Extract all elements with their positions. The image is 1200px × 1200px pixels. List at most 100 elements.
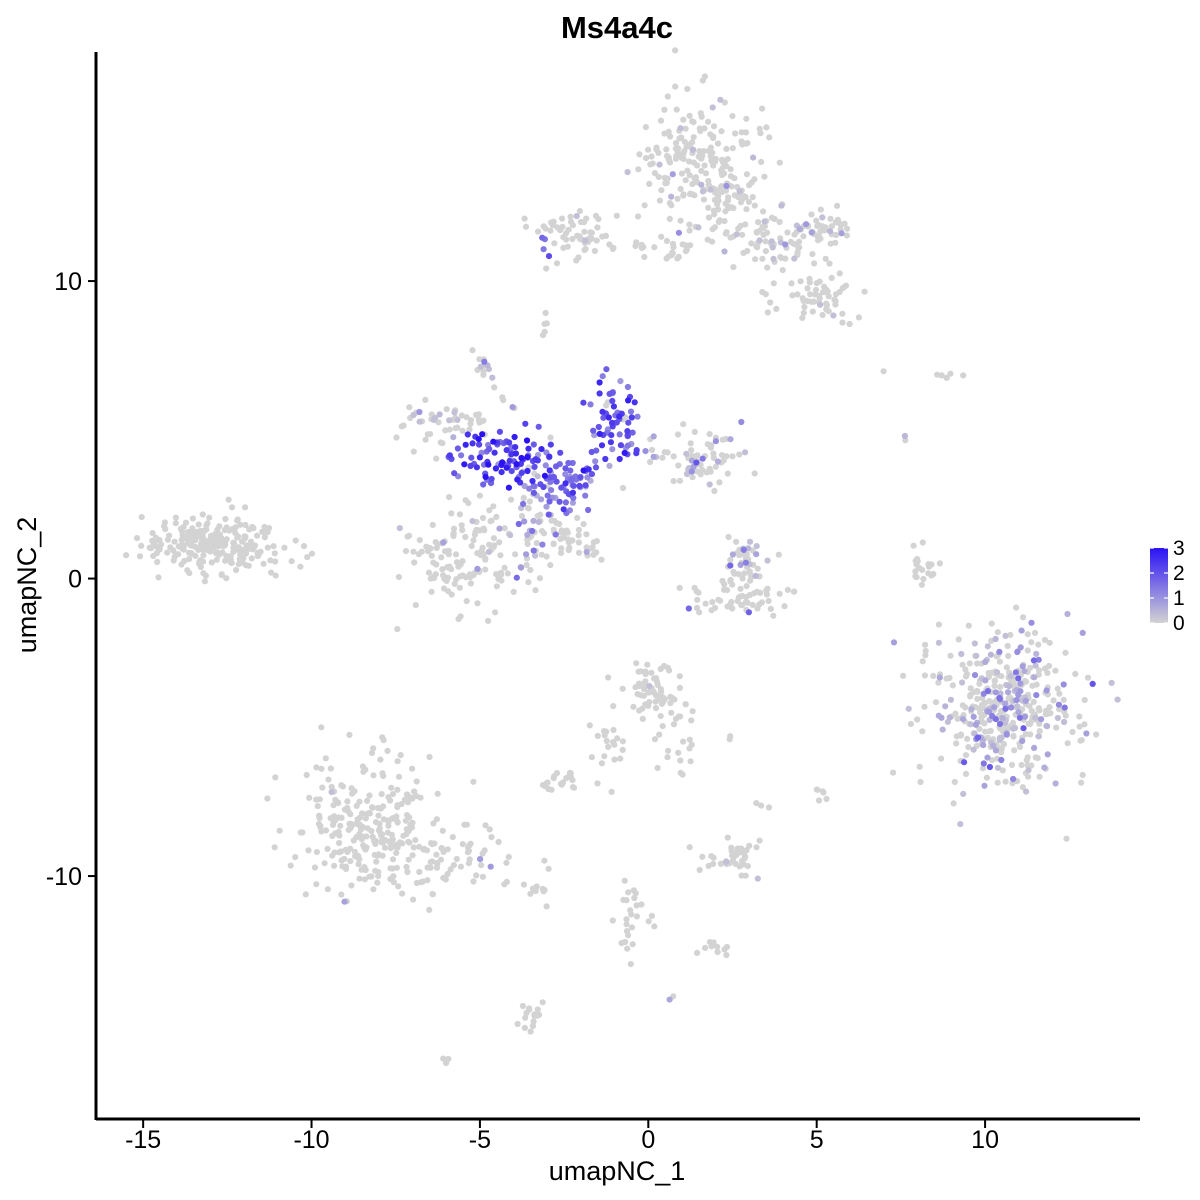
cell-point xyxy=(490,438,497,445)
cell-point xyxy=(999,714,1006,722)
cell-point xyxy=(372,819,380,826)
cell-point xyxy=(576,208,584,215)
cell-point xyxy=(637,692,645,699)
chart-title: Ms4a4c xyxy=(561,10,673,45)
cell-point xyxy=(587,229,594,236)
cell-point xyxy=(459,841,466,848)
cell-point xyxy=(692,174,700,181)
cell-point xyxy=(470,878,477,885)
cell-point xyxy=(709,238,716,245)
cell-point xyxy=(760,208,767,215)
cell-point xyxy=(815,232,822,239)
cell-point xyxy=(808,229,815,236)
cell-point xyxy=(598,556,605,563)
cell-point xyxy=(827,228,834,235)
cell-point xyxy=(596,379,603,386)
cell-point xyxy=(765,804,773,811)
cell-point xyxy=(689,474,696,481)
cell-point xyxy=(698,181,705,188)
cell-point xyxy=(825,308,832,315)
cell-point xyxy=(292,854,299,861)
cell-point xyxy=(764,557,771,564)
cell-point xyxy=(542,462,549,469)
cell-point xyxy=(526,485,533,492)
cell-point xyxy=(595,423,602,431)
cell-point xyxy=(347,858,354,865)
cell-point xyxy=(960,372,967,379)
cell-point xyxy=(949,682,957,689)
cell-point xyxy=(445,564,452,571)
cell-point xyxy=(946,714,953,721)
cell-point xyxy=(1015,675,1022,682)
cell-point xyxy=(493,513,500,521)
cell-point xyxy=(487,863,494,870)
cell-point xyxy=(710,123,718,130)
cell-point xyxy=(739,231,746,238)
cell-point xyxy=(722,187,730,194)
cell-point xyxy=(450,434,457,441)
cell-point xyxy=(370,772,377,779)
cell-point xyxy=(861,288,868,295)
cell-point xyxy=(313,881,320,888)
cell-point xyxy=(316,814,323,822)
cell-point xyxy=(678,170,686,177)
cell-point xyxy=(430,820,437,827)
cell-point xyxy=(438,554,445,561)
cell-point xyxy=(400,832,407,839)
cell-point xyxy=(552,531,559,538)
cell-point xyxy=(727,562,734,569)
cell-point xyxy=(599,373,606,380)
cell-point xyxy=(416,537,423,544)
cell-point xyxy=(750,154,757,161)
cell-point xyxy=(919,539,926,546)
cell-point xyxy=(356,856,363,863)
cell-point xyxy=(590,539,598,546)
cell-point xyxy=(462,533,469,541)
cell-point xyxy=(467,420,474,427)
cell-point xyxy=(619,685,626,692)
cell-point xyxy=(962,673,970,680)
cell-point xyxy=(529,885,537,892)
cell-point xyxy=(380,816,387,823)
cell-point xyxy=(762,248,770,255)
cell-point xyxy=(690,134,697,141)
cell-point xyxy=(431,414,439,422)
cell-point xyxy=(748,179,755,186)
cell-point xyxy=(619,738,627,745)
cell-point xyxy=(146,544,153,551)
cell-point xyxy=(341,855,348,863)
cell-point xyxy=(608,788,615,796)
cell-point xyxy=(1003,731,1010,738)
cell-point xyxy=(588,448,595,456)
cell-point xyxy=(538,446,545,453)
cell-point xyxy=(1021,677,1029,685)
cell-point xyxy=(742,221,749,228)
cell-point xyxy=(345,826,352,834)
cell-point xyxy=(562,471,569,478)
cell-point xyxy=(636,707,643,714)
cell-point xyxy=(648,446,656,454)
cell-point xyxy=(194,533,202,540)
cell-point xyxy=(542,309,549,317)
cell-point xyxy=(133,535,141,542)
cell-point xyxy=(901,432,909,440)
cell-point xyxy=(973,687,981,695)
cell-point xyxy=(411,559,418,566)
cell-point xyxy=(642,124,650,131)
cell-point xyxy=(1018,761,1025,769)
cell-point xyxy=(242,521,249,529)
cell-point xyxy=(603,366,610,373)
cell-point xyxy=(223,575,230,582)
cell-point xyxy=(392,841,399,848)
cell-point xyxy=(534,512,541,520)
cell-point xyxy=(520,494,527,501)
cell-point xyxy=(318,765,325,772)
cell-point xyxy=(800,309,807,316)
cell-point xyxy=(700,148,707,155)
cell-point xyxy=(609,446,616,453)
cell-point xyxy=(251,542,259,549)
cell-point xyxy=(670,478,677,485)
cell-point xyxy=(1064,740,1071,747)
cell-point xyxy=(609,917,616,924)
cell-point xyxy=(756,125,763,132)
